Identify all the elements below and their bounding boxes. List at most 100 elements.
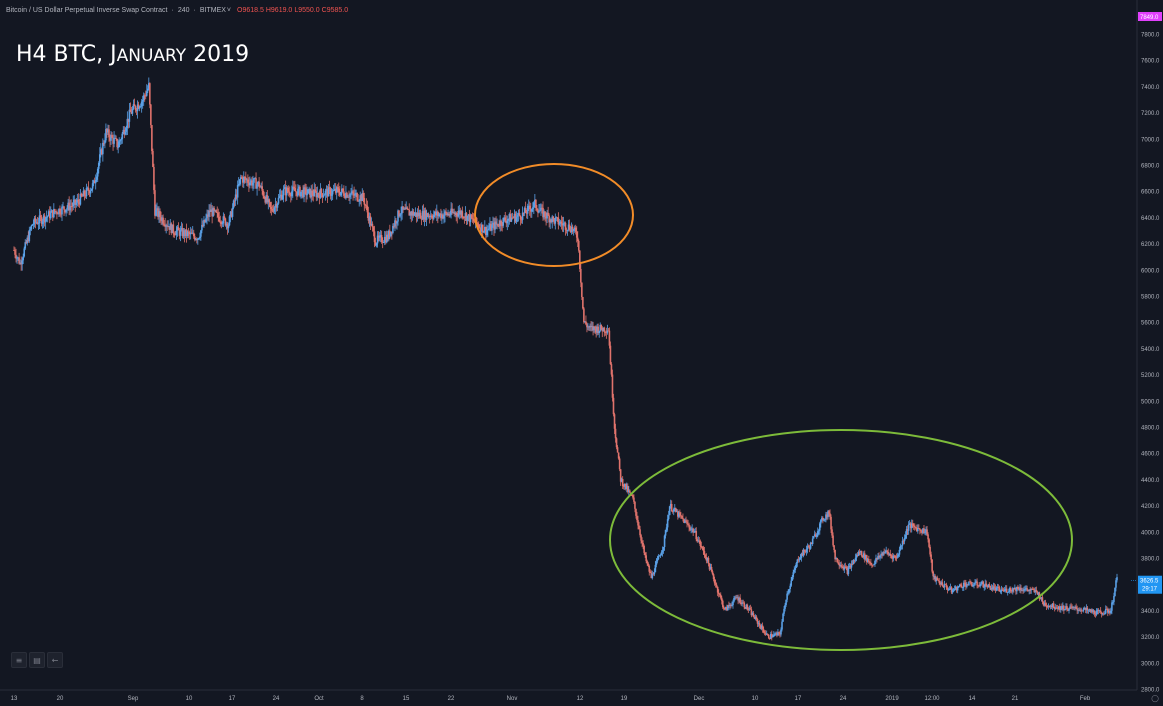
candle-body bbox=[980, 583, 982, 585]
candle-body bbox=[900, 545, 903, 547]
candle-body bbox=[1115, 580, 1117, 588]
candle-body bbox=[163, 223, 165, 225]
candle-body bbox=[600, 324, 603, 330]
candle-body bbox=[30, 225, 33, 230]
candle-body bbox=[751, 613, 754, 616]
candle-body bbox=[972, 585, 974, 587]
candle-body bbox=[999, 591, 1002, 592]
candle-body bbox=[679, 512, 681, 516]
candle-body bbox=[333, 188, 336, 191]
candle-body bbox=[441, 214, 443, 219]
candle-body bbox=[596, 326, 598, 333]
symbol-name[interactable]: Bitcoin / US Dollar Perpetual Inverse Sw… bbox=[6, 6, 168, 14]
y-tick-label: 3200.0 bbox=[1141, 635, 1160, 641]
candle-body bbox=[1037, 592, 1040, 595]
candle-body bbox=[1011, 590, 1013, 592]
high-value: H9619.0 bbox=[265, 6, 293, 14]
candle-body bbox=[204, 219, 206, 222]
candle-body bbox=[592, 326, 594, 331]
candle-body bbox=[476, 223, 479, 225]
candle-body bbox=[545, 216, 547, 219]
candle-body bbox=[187, 231, 190, 233]
candle-body bbox=[901, 540, 904, 546]
candle-body bbox=[358, 200, 360, 202]
candle-body bbox=[375, 243, 378, 246]
symbol-header[interactable]: Bitcoin / US Dollar Perpetual Inverse Sw… bbox=[6, 4, 348, 16]
candle-body bbox=[461, 211, 464, 218]
candle-body bbox=[610, 364, 613, 375]
y-tick-label: 5000.0 bbox=[1141, 399, 1160, 405]
candle-body bbox=[172, 224, 175, 234]
candle-body bbox=[825, 514, 827, 519]
candle-body bbox=[390, 231, 392, 237]
candle-body bbox=[671, 510, 674, 512]
candle-body bbox=[869, 562, 871, 563]
candle-body bbox=[43, 215, 46, 223]
candle-body bbox=[71, 206, 74, 207]
candle-body bbox=[151, 125, 153, 151]
candle-body bbox=[625, 485, 628, 490]
chevron-down-icon[interactable]: ˅ bbox=[226, 6, 231, 14]
candle-body bbox=[482, 231, 485, 233]
candle-body bbox=[1025, 588, 1027, 590]
candle-body bbox=[709, 566, 712, 570]
candle-body bbox=[801, 553, 804, 556]
candle-body bbox=[258, 181, 260, 187]
candle-body bbox=[527, 205, 530, 207]
candle-body bbox=[828, 511, 830, 514]
back-arrow-icon[interactable]: ← bbox=[47, 652, 63, 668]
candle-body bbox=[225, 223, 228, 226]
candle-body bbox=[350, 193, 352, 195]
candle-body bbox=[684, 520, 686, 523]
y-tick-label: 5600.0 bbox=[1141, 321, 1160, 327]
candle-body bbox=[617, 452, 620, 459]
candle-body bbox=[309, 188, 311, 198]
candle-body bbox=[1085, 607, 1088, 610]
candle-body bbox=[1018, 589, 1020, 591]
candle-body bbox=[928, 539, 930, 547]
candle-body bbox=[112, 137, 114, 144]
interval-label[interactable]: 240 bbox=[177, 6, 190, 14]
candle-body bbox=[170, 223, 173, 234]
candle-body bbox=[458, 210, 461, 214]
candle-body bbox=[577, 241, 580, 251]
candle-body bbox=[54, 209, 56, 213]
candle-body bbox=[528, 205, 531, 210]
candle-body bbox=[402, 206, 404, 210]
candle-body bbox=[460, 211, 463, 215]
candle-body bbox=[94, 179, 97, 184]
candle-body bbox=[493, 222, 495, 230]
candle-body bbox=[130, 111, 133, 114]
candle-body bbox=[904, 534, 907, 539]
candle-body bbox=[868, 559, 870, 563]
candle-body bbox=[95, 176, 98, 180]
candle-body bbox=[827, 511, 829, 518]
candle-body bbox=[27, 237, 30, 242]
candle-body bbox=[560, 221, 563, 224]
list-icon[interactable]: ≡ bbox=[11, 652, 27, 668]
candle-body bbox=[361, 193, 364, 201]
candle-body bbox=[948, 589, 951, 590]
candle-body bbox=[447, 213, 449, 216]
candle-body bbox=[791, 576, 794, 581]
candle-body bbox=[111, 135, 113, 138]
candle-body bbox=[227, 225, 230, 229]
layers-icon[interactable]: ▤ bbox=[29, 652, 45, 668]
candle-body bbox=[1055, 607, 1058, 609]
candle-body bbox=[628, 490, 630, 492]
candle-body bbox=[1095, 610, 1098, 615]
candle-body bbox=[392, 225, 394, 233]
candle-body bbox=[93, 180, 96, 184]
candle-body bbox=[565, 229, 568, 231]
settings-icon[interactable]: ○ bbox=[1151, 694, 1159, 704]
candle-body bbox=[716, 586, 719, 593]
candle-body bbox=[978, 585, 980, 587]
candle-body bbox=[870, 562, 872, 565]
candle-body bbox=[909, 523, 912, 529]
exchange-label[interactable]: BITMEX bbox=[199, 6, 226, 14]
candle-body bbox=[57, 213, 59, 215]
x-tick-label: Sep bbox=[128, 696, 139, 702]
candle-body bbox=[976, 581, 978, 586]
candle-body bbox=[570, 226, 573, 233]
